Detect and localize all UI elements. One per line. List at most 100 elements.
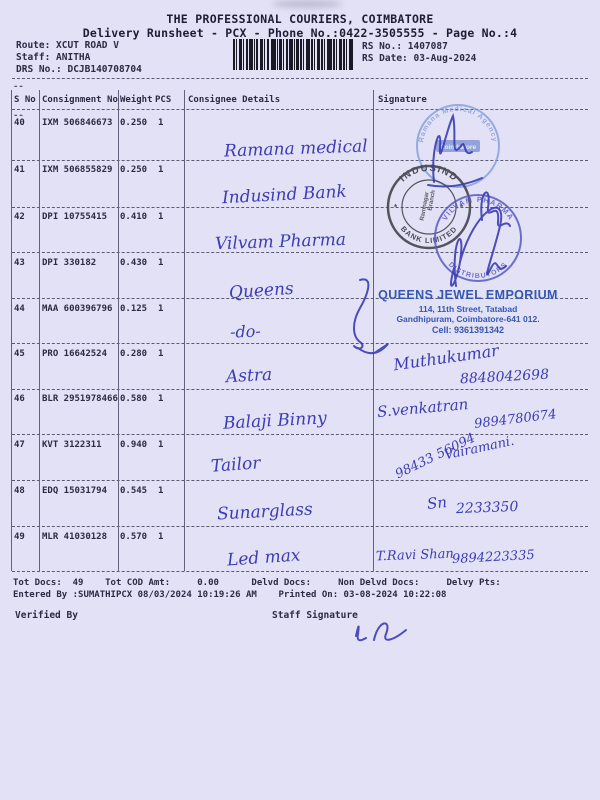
drs-number: DRS No.: DCJB140708704: [16, 64, 142, 75]
signature-handwriting: T.Ravi Shan: [375, 546, 455, 565]
cell-pcs: 1: [158, 118, 164, 128]
cell-weight: 0.410: [120, 212, 148, 222]
scan-smudge: [272, 0, 342, 8]
svg-text:*: *: [460, 203, 464, 212]
consignee-handwriting: Tailor: [210, 453, 262, 477]
print-artifact: --: [13, 111, 24, 121]
indusind-stamp-branch2: Branch: [427, 189, 437, 211]
cell-sno: 41: [14, 165, 25, 175]
dotted-separator: [12, 78, 588, 79]
ink-signature-flourishes: [353, 113, 511, 355]
cell-weight: 0.570: [120, 532, 148, 542]
cell-sno: 49: [14, 532, 25, 542]
row-separator: [12, 343, 588, 344]
indusind-stamp-branch1: Ramnagar: [420, 191, 431, 222]
cell-consignment: BLR 2951978466: [42, 394, 118, 404]
cell-consignment: IXM 506855829: [42, 165, 113, 175]
cell-sno: 47: [14, 440, 25, 450]
row-separator: [12, 160, 588, 161]
row-separator: [12, 207, 588, 208]
col-header-sno: S No: [14, 95, 36, 105]
vilvam-stamp-top-arc: VILVAM PHARMA: [440, 195, 514, 222]
queens-stamp-cell: Cell: 9361391342: [431, 324, 505, 335]
page-title: THE PROFESSIONAL COURIERS, COIMBATORE: [166, 12, 434, 26]
cell-sno: 45: [14, 349, 25, 359]
cell-pcs: 1: [158, 532, 164, 542]
cell-consignment: MAA 600396796: [42, 304, 113, 314]
barcode: [233, 39, 353, 70]
table-column-line: [184, 90, 185, 571]
consignee-handwriting: Led max: [226, 545, 302, 571]
svg-text:*: *: [394, 203, 398, 212]
row-separator: [12, 480, 588, 481]
cell-pcs: 1: [158, 486, 164, 496]
verified-by-label: Verified By: [15, 610, 78, 621]
cell-weight: 0.580: [120, 394, 148, 404]
col-header-consignee: Consignee Details: [188, 95, 281, 105]
cell-sno: 43: [14, 258, 25, 268]
cell-consignment: EDQ 15031794: [42, 486, 108, 496]
staff-signature-ink: [355, 622, 407, 642]
cell-weight: 0.280: [120, 349, 148, 359]
svg-text:Ramana Medical Agency: Ramana Medical Agency: [418, 106, 498, 143]
table-column-line: [11, 90, 12, 571]
row-separator: [12, 434, 588, 435]
cell-pcs: 1: [158, 394, 164, 404]
cell-weight: 0.430: [120, 258, 148, 268]
consignee-handwriting: Astra: [225, 364, 273, 388]
ramana-stamp-arc-text: Ramana Medical Agency: [418, 106, 497, 143]
cell-weight: 0.250: [120, 165, 148, 175]
svg-text:VILVAM PHARMA: VILVAM PHARMA: [440, 195, 516, 222]
signature-phone: 9894780674: [473, 407, 558, 432]
cell-consignment: KVT 3122311: [42, 440, 102, 450]
table-column-line: [39, 90, 40, 571]
staff-value: Staff: ANITHA: [16, 52, 91, 63]
queens-stamp-name: QUEENS JEWEL EMPORIUM: [378, 288, 558, 302]
entered-printed-line: Entered By :SUMATHIPCX 08/03/2024 10:19:…: [13, 590, 447, 600]
cell-sno: 44: [14, 304, 25, 314]
cell-consignment: PRO 16642524: [42, 349, 108, 359]
queens-jewel-stamp: QUEENS JEWEL EMPORIUM 114, 11th Street, …: [362, 288, 574, 336]
ramana-stamp-center-text: Coimbatore: [440, 144, 477, 151]
cell-sno: 40: [14, 118, 25, 128]
cell-weight: 0.250: [120, 118, 148, 128]
cell-sno: 42: [14, 212, 25, 222]
cell-pcs: 1: [158, 165, 164, 175]
cell-weight: 0.940: [120, 440, 148, 450]
dotted-separator: [12, 109, 588, 110]
cell-pcs: 1: [158, 258, 164, 268]
signature-handwriting: Sn: [426, 493, 448, 513]
cell-consignment: IXM 506846673: [42, 118, 113, 128]
totals-line: Tot Docs: 49 Tot COD Amt: 0.00 Delvd Doc…: [13, 578, 501, 588]
row-separator: [12, 252, 588, 253]
signature-phone: 9894223335: [451, 547, 536, 568]
rs-date: RS Date: 03-Aug-2024: [362, 53, 477, 64]
cell-pcs: 1: [158, 212, 164, 222]
consignee-handwriting: Balaji Binny: [222, 408, 328, 434]
col-header-pcs: PCS: [155, 95, 172, 105]
cell-consignment: MLR 41030128: [42, 532, 108, 542]
cell-pcs: 1: [158, 304, 164, 314]
cell-consignment: DPI 330182: [42, 258, 97, 268]
staff-signature-label: Staff Signature: [272, 610, 358, 621]
print-artifact: --: [13, 82, 24, 92]
page-subtitle: Delivery Runsheet - PCX - Phone No.:0422…: [82, 26, 518, 40]
cell-weight: 0.125: [120, 304, 148, 314]
consignee-handwriting: Queens: [228, 278, 295, 304]
queens-stamp-street: 114, 11th Street, Tatabad: [418, 303, 518, 314]
queens-stamp-city: Gandhipuram, Coimbatore-641 012.: [396, 314, 540, 325]
cell-weight: 0.545: [120, 486, 148, 496]
consignee-handwriting: -do-: [229, 321, 262, 342]
cell-pcs: 1: [158, 440, 164, 450]
col-header-signature: Signature: [378, 95, 427, 105]
row-separator: [12, 389, 588, 390]
col-header-consignment: Consignment No: [42, 95, 118, 105]
table-column-line: [118, 90, 119, 571]
row-separator: [12, 571, 588, 572]
row-separator: [12, 298, 588, 299]
cell-pcs: 1: [158, 349, 164, 359]
consignee-handwriting: Indusind Bank: [221, 181, 348, 209]
consignee-handwriting: Sunarglass: [216, 499, 314, 525]
consignee-handwriting: Vilvam Pharma: [214, 229, 347, 255]
